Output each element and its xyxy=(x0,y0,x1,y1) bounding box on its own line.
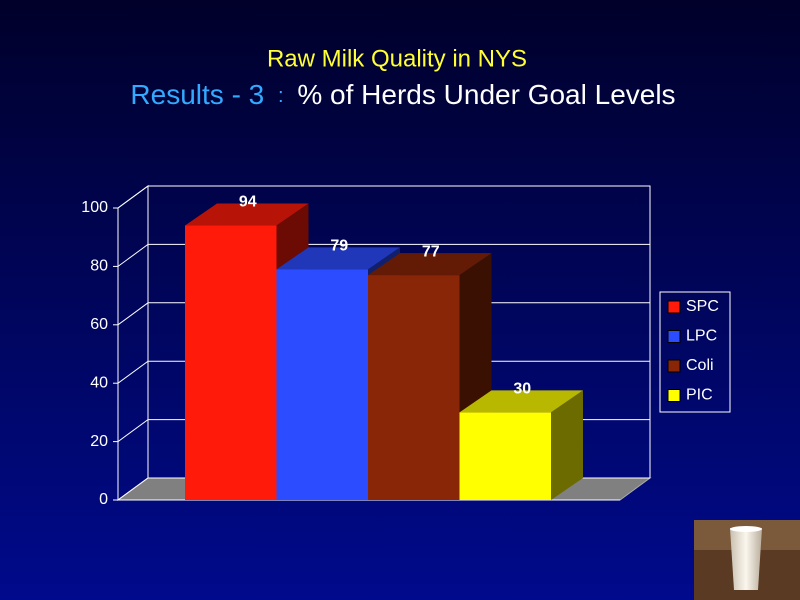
bar-top xyxy=(368,253,492,276)
legend-label: SPC xyxy=(686,298,719,315)
subtitle-part: Results - 3 xyxy=(130,79,264,110)
grid-line xyxy=(117,243,650,267)
legend: SPC LPC Coli PIC xyxy=(659,291,731,413)
subtitle-part: : xyxy=(278,85,284,107)
data-label: 77 xyxy=(422,243,440,260)
bar xyxy=(185,225,277,500)
legend-swatch xyxy=(667,359,681,373)
y-tick-label: 0 xyxy=(99,491,108,508)
chart-subtitle: Results - 3 : % of Herds Under Goal Leve… xyxy=(130,79,675,110)
legend-swatch xyxy=(667,300,681,314)
legend-label: LPC xyxy=(686,328,717,345)
data-label: 30 xyxy=(513,381,531,398)
bar-top xyxy=(459,390,583,413)
legend-label: PIC xyxy=(686,387,713,404)
y-tick-label: 60 xyxy=(90,316,108,333)
chart: 0 20 40 60 80 100 94 79 77 30 SPC LPC Coli PIC xyxy=(81,185,731,508)
grid-line xyxy=(117,185,650,209)
legend-label: Coli xyxy=(686,357,714,374)
y-tick-label: 20 xyxy=(90,433,108,450)
bar xyxy=(459,412,551,500)
legend-box xyxy=(659,291,731,413)
data-label: 94 xyxy=(239,194,257,211)
subtitle-part: % of Herds Under Goal Levels xyxy=(297,79,675,110)
milk-photo xyxy=(694,520,800,600)
legend-swatch xyxy=(667,330,681,343)
legend-swatch xyxy=(667,389,681,402)
y-tick-label: 100 xyxy=(81,199,108,216)
bar-side xyxy=(551,390,583,500)
bar-top xyxy=(185,203,309,226)
y-tick-label: 80 xyxy=(90,258,108,275)
bar xyxy=(276,269,368,500)
bar xyxy=(368,275,460,500)
chart-title: Raw Milk Quality in NYS xyxy=(267,45,527,72)
y-tick-label: 40 xyxy=(90,374,108,391)
data-label: 79 xyxy=(330,238,348,255)
bar-top xyxy=(276,247,400,270)
